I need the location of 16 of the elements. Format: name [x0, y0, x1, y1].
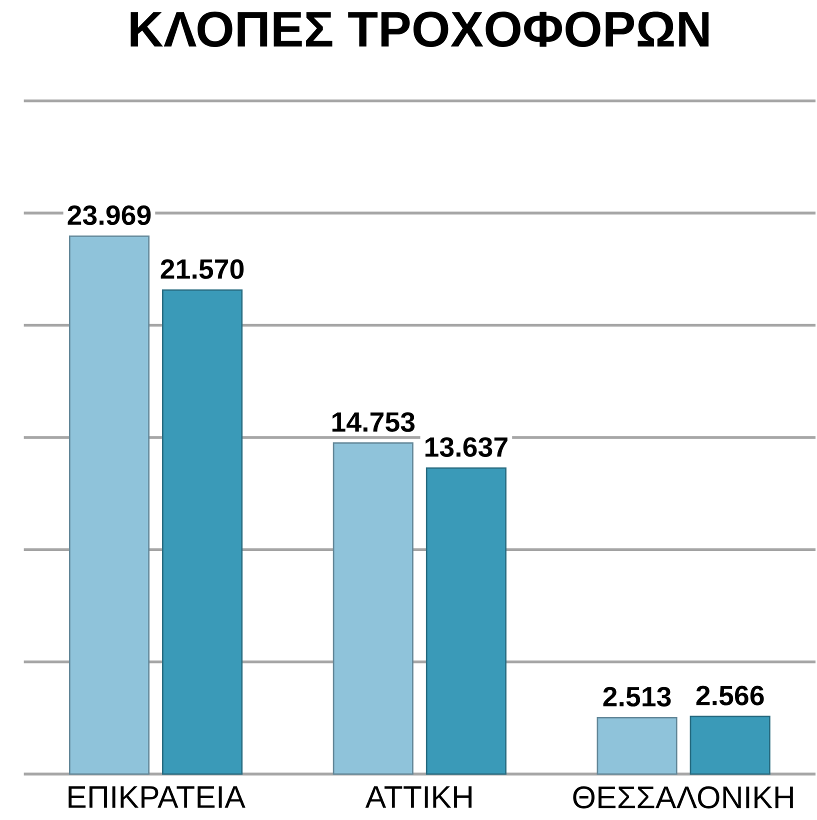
x-tick-label: ΕΠΙΚΡΑΤΕΙΑ: [68, 786, 246, 808]
data-label: 2.566: [696, 686, 764, 706]
bar: [332, 442, 414, 775]
x-tick-label: ΑΤΤΙΚΗ: [365, 786, 472, 808]
chart-title: ΚΛΟΠΕΣ ΤΡΟΧΟΦΟΡΩΝ: [130, 12, 709, 47]
data-label: 13.637: [426, 437, 508, 457]
data-label: 14.753: [332, 412, 415, 432]
x-tick-label: ΘΕΣΣΑΛΟΝΙΚΗ: [573, 786, 793, 808]
data-label: 21.570: [160, 259, 244, 279]
data-label: 23.969: [68, 205, 151, 226]
bar: [690, 716, 770, 775]
bar: [596, 716, 678, 775]
bar: [426, 467, 507, 775]
bar: [69, 235, 150, 775]
bar: [162, 289, 243, 775]
data-label: 2.513: [603, 686, 671, 707]
